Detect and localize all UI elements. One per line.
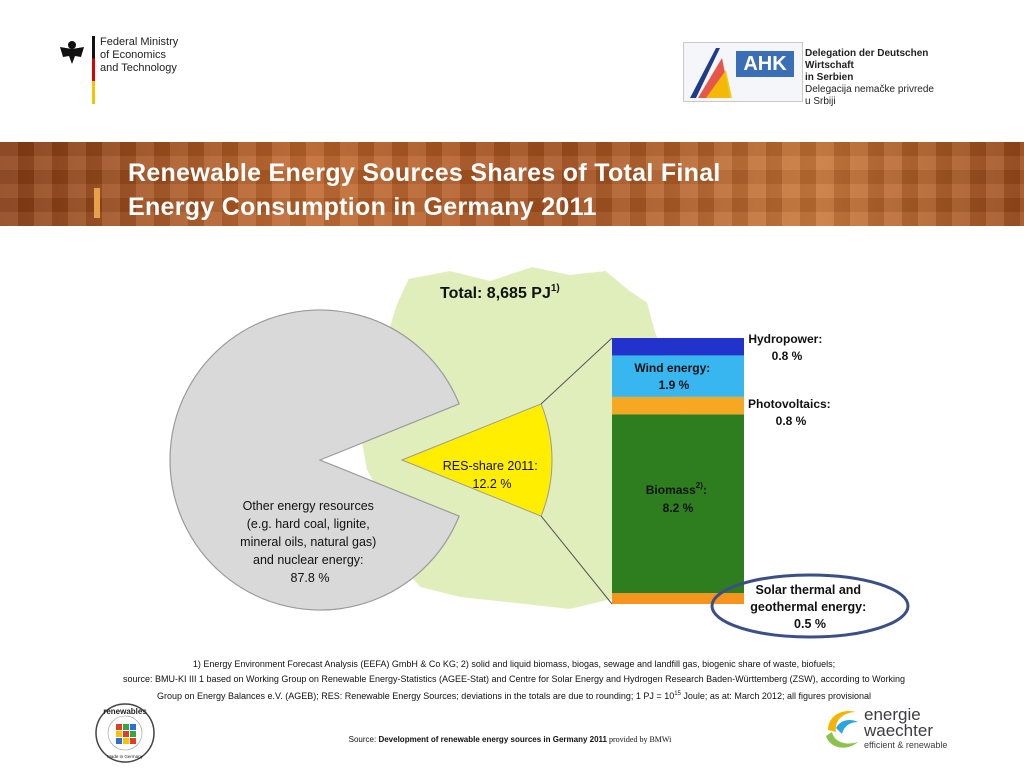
label-solar-thermal-line: 0.5 % [794, 617, 826, 631]
ministry-name: Federal Ministry of Economics and Techno… [100, 36, 178, 75]
ministry-line: and Technology [100, 62, 178, 75]
ahk-line: Delegacija nemačke privrede [805, 84, 973, 96]
label-wind-line: 1.9 % [659, 378, 690, 392]
footnote-line: source: BMU-KI III 1 based on Working Gr… [104, 672, 924, 687]
eagle-icon [58, 38, 86, 66]
label-biomass-line: 8.2 % [663, 501, 694, 515]
ministry-line: of Economics [100, 49, 178, 62]
label-photovoltaics-line: 0.8 % [776, 414, 807, 428]
label-photovoltaics: Photovoltaics: 0.8 % [748, 397, 834, 428]
renewables-grid-icon [116, 724, 136, 744]
ahk-line: u Srbiji [805, 96, 973, 108]
swirl-icon [822, 706, 862, 752]
footnote-line: 1) Energy Environment Forecast Analysis … [104, 657, 924, 672]
ministry-line: Federal Ministry [100, 36, 178, 49]
label-solar-thermal: Solar thermal and geothermal energy: 0.5… [750, 583, 870, 631]
source-suffix: provided by BMWi [607, 735, 671, 744]
pie-label-res-line: RES-share 2011: [443, 459, 538, 473]
res-share-chart: Total: 8,685 PJ1) Other energy resources… [160, 240, 920, 640]
renewables-badge: renewables Made in Germany [94, 702, 156, 764]
label-biomass-line: Biomass [646, 483, 696, 497]
renewables-word: renewables [103, 707, 147, 716]
bar-segment-hydropower [612, 338, 744, 355]
ahk-logo: AHK Delegation der Deutschen Wirtschaft … [683, 42, 973, 100]
chart-title: Total: 8,685 PJ1) [440, 283, 560, 302]
pie-label-res-line: 12.2 % [473, 477, 512, 491]
chart-title-text: Total: 8,685 PJ [440, 285, 551, 302]
ahk-arrow-icon [686, 44, 736, 100]
label-solar-thermal-line: Solar thermal and [755, 583, 861, 597]
pie-label-other-line: mineral oils, natural gas) [240, 535, 376, 549]
bar-segment-solar-thermal [612, 593, 744, 604]
flag-stripe [92, 36, 95, 104]
ew-word-2: waechter [864, 722, 933, 739]
renewables-sub: Made in Germany [107, 754, 144, 759]
pie-label-other-line: 87.8 % [291, 571, 330, 585]
pie-label-other-line: and nuclear energy: [253, 553, 364, 567]
ahk-logo-box: AHK [683, 42, 803, 102]
ahk-line: in Serbien [805, 72, 973, 84]
footnote-line3-sup: 15 [674, 691, 681, 697]
label-hydropower: Hydropower: 0.8 % [748, 332, 825, 363]
source-prefix: Source: [349, 735, 377, 744]
label-photovoltaics-line: Photovoltaics: [748, 397, 831, 411]
label-hydropower-line: 0.8 % [772, 349, 803, 363]
footnote-line: Group on Energy Balances e.V. (AGEB); RE… [104, 687, 924, 704]
ew-tagline: efficient & renewable [864, 740, 947, 750]
title-banner: Renewable Energy Sources Shares of Total… [0, 142, 1024, 226]
source-title: Development of renewable energy sources … [378, 735, 607, 744]
title-accent-bar [94, 188, 100, 218]
ministry-logo: Federal Ministry of Economics and Techno… [58, 36, 258, 106]
title-line: Renewable Energy Sources Shares of Total… [128, 156, 948, 190]
ahk-line: Delegation der Deutschen Wirtschaft [805, 48, 973, 72]
title-line: Energy Consumption in Germany 2011 [128, 190, 948, 224]
label-wind-line: Wind energy: [634, 361, 710, 375]
footnote-line3-b: Joule; as at: March 2012; all figures pr… [681, 691, 871, 701]
label-hydropower-line: Hydropower: [748, 332, 822, 346]
bar-segment-photovoltaics [612, 397, 744, 414]
source-line: Source: Development of renewable energy … [200, 735, 820, 744]
ahk-text: Delegation der Deutschen Wirtschaft in S… [805, 48, 973, 108]
energie-waechter-logo: energie waechter efficient & renewable [822, 704, 982, 754]
ahk-brand: AHK [736, 51, 794, 77]
pie-label-other-line: Other energy resources [243, 499, 374, 513]
chart-title-sup: 1) [551, 283, 560, 294]
label-solar-thermal-line: geothermal energy: [750, 600, 866, 614]
footnote-line3-a: Group on Energy Balances e.V. (AGEB); RE… [157, 691, 674, 701]
chart-footnote: 1) Energy Environment Forecast Analysis … [104, 657, 924, 704]
page-title: Renewable Energy Sources Shares of Total… [128, 156, 948, 224]
pie-label-other-line: (e.g. hard coal, lignite, [247, 517, 370, 531]
